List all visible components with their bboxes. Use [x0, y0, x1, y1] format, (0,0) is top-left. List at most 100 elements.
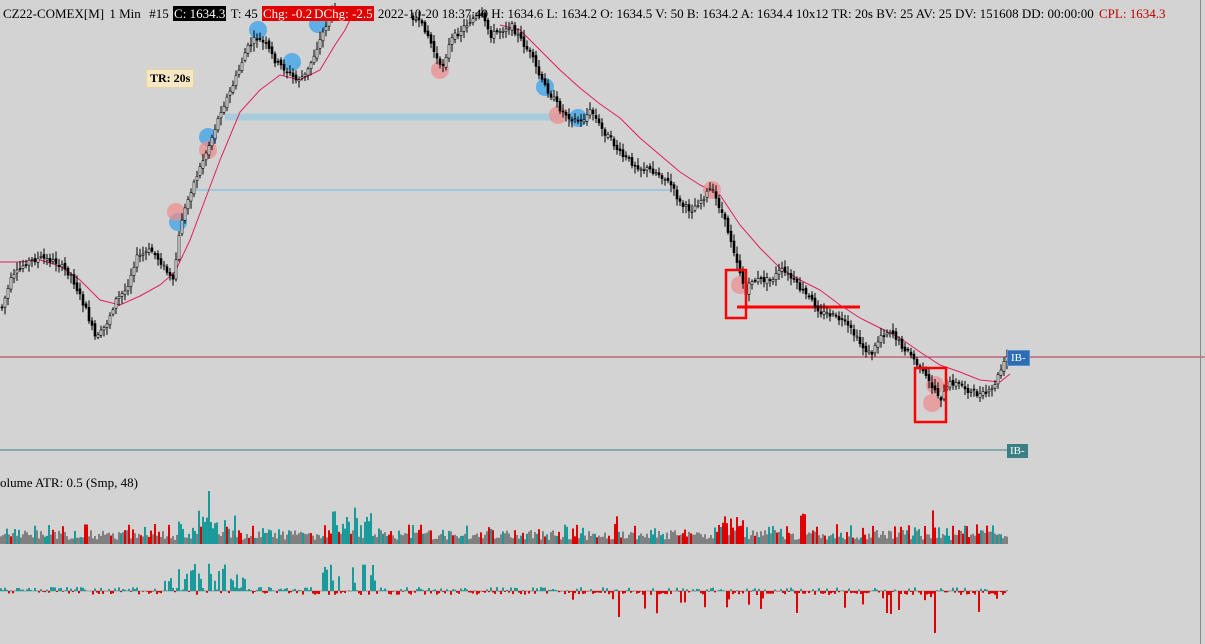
volume-bar [188, 533, 190, 544]
candle-body [477, 13, 481, 16]
delta-bar [878, 591, 880, 593]
candle-body [420, 20, 424, 24]
volume-bar [292, 534, 294, 544]
delta-bar [10, 590, 12, 591]
delta-bar [534, 591, 536, 594]
delta-bar [836, 587, 838, 591]
delta-bar [20, 589, 22, 591]
volume-bar [126, 530, 128, 544]
volume-bar [240, 532, 242, 544]
volume-bar [412, 525, 414, 544]
volume-bar [894, 526, 896, 544]
volume-bar [274, 533, 276, 544]
candle-body [486, 19, 490, 30]
candle-body [456, 34, 460, 37]
volume-bar [210, 522, 212, 544]
volume-bar [546, 534, 548, 544]
candle-body [978, 393, 982, 398]
delta-bar [344, 591, 346, 593]
volume-bar [298, 533, 300, 544]
volume-bar [8, 534, 10, 544]
delta-bar [246, 590, 248, 591]
candle-body [264, 42, 268, 44]
volume-bar [0, 536, 2, 544]
delta-bar [374, 580, 376, 591]
delta-bar [176, 588, 178, 591]
delta-bar [638, 591, 640, 593]
candle-body [276, 60, 280, 63]
volume-bar [2, 535, 4, 544]
candle-body [723, 213, 727, 220]
volume-bar [334, 511, 336, 544]
delta-bar [94, 588, 96, 591]
volume-bar [272, 536, 274, 544]
delta-bar [142, 591, 144, 592]
delta-bar [630, 591, 632, 593]
volume-bar [472, 535, 474, 544]
delta-bar [364, 564, 366, 591]
candle-body [768, 279, 772, 281]
volume-bar [314, 539, 316, 544]
candle-body [78, 288, 82, 295]
volume-bar [736, 517, 738, 544]
volume-bar [46, 535, 48, 544]
delta-bar [570, 591, 572, 592]
candle-body [633, 164, 637, 167]
candle-body [708, 187, 712, 190]
candle-body [120, 293, 124, 297]
candle-body [765, 277, 769, 284]
volume-bar [920, 535, 922, 544]
volume-bar [326, 537, 328, 544]
volume-bar [142, 536, 144, 544]
delta-bar [112, 591, 114, 594]
delta-bar [428, 588, 430, 591]
volume-bar [108, 532, 110, 544]
volume-bar [976, 524, 978, 544]
delta-bar [128, 588, 130, 591]
delta-bar [858, 589, 860, 591]
delta-bar [792, 589, 794, 591]
delta-bar [270, 587, 272, 591]
volume-bar [620, 537, 622, 544]
volume-bar [518, 538, 520, 544]
volume-bar [474, 534, 476, 544]
candle-body [561, 110, 565, 113]
candle-body [999, 369, 1003, 376]
candle-body [792, 277, 796, 280]
volume-bar [808, 532, 810, 544]
candle-body [111, 309, 115, 315]
delta-bar [926, 591, 928, 595]
volume-bar [154, 524, 156, 544]
delta-bar [774, 589, 776, 591]
volume-bar [802, 513, 804, 544]
volume-bar [636, 539, 638, 544]
delta-bar [168, 581, 170, 591]
delta-bar [454, 589, 456, 591]
candle-body [546, 83, 550, 94]
price-scale[interactable] [1200, 0, 1205, 644]
volume-bar [872, 525, 874, 544]
volume-bar [436, 538, 438, 544]
delta-bar [486, 589, 488, 591]
candle-body [849, 324, 853, 328]
delta-bar [832, 591, 834, 593]
volume-bar [836, 524, 838, 544]
volume-bar [526, 533, 528, 544]
delta-bar [478, 591, 480, 594]
candle-body [564, 111, 568, 116]
delta-bar [874, 587, 876, 591]
volume-bar [92, 538, 94, 544]
volume-bar [172, 536, 174, 544]
delta-bar [786, 588, 788, 591]
volume-bar [798, 538, 800, 544]
delta-bar [236, 574, 238, 591]
volume-bar [582, 527, 584, 544]
volume-bar [54, 531, 56, 544]
volume-bar [534, 532, 536, 544]
delta-bar [34, 587, 36, 591]
volume-bar [198, 510, 200, 544]
delta-bar [198, 573, 200, 591]
delta-bar [82, 587, 84, 591]
candle-body [435, 53, 439, 59]
